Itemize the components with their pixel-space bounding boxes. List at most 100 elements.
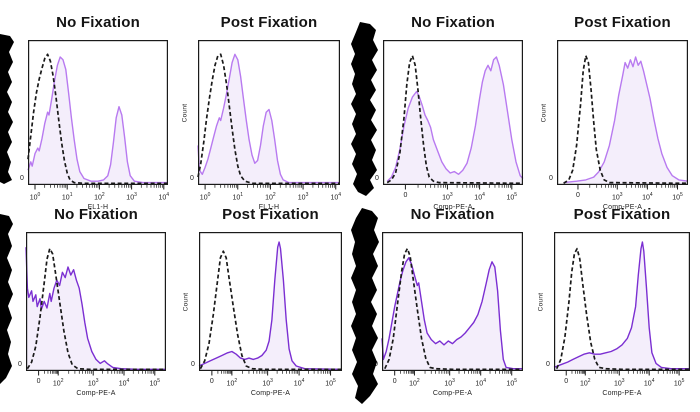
y-zero-tick-label: 0 bbox=[549, 175, 553, 182]
control-histogram-dashed-curve bbox=[199, 250, 342, 371]
x-axis-label: Comp-PE-A bbox=[250, 390, 291, 397]
sample-histogram-fill bbox=[198, 54, 340, 184]
x-axis-tick-label: 103 bbox=[444, 378, 455, 388]
x-axis-tick-label: 100 bbox=[199, 192, 211, 202]
plot-border bbox=[557, 40, 689, 186]
x-axis-tick-label: 104 bbox=[158, 192, 170, 202]
sample-histogram-curve bbox=[197, 53, 340, 184]
sample-histogram-fill bbox=[563, 57, 688, 184]
histogram-plot bbox=[553, 232, 691, 376]
y-axis-label: Count bbox=[540, 103, 548, 122]
sample-histogram-fill bbox=[554, 242, 690, 370]
x-axis-tick-label: 0 bbox=[36, 378, 41, 385]
x-axis-tick-label: 0 bbox=[576, 192, 580, 199]
y-zero-tick-label: 0 bbox=[18, 361, 22, 368]
x-axis-tick-label: 104 bbox=[642, 192, 653, 202]
panel-title: No Fixation bbox=[411, 14, 495, 31]
panel-title: No Fixation bbox=[410, 206, 495, 223]
control-histogram-dashed-curve bbox=[555, 247, 690, 371]
x-axis-tick-label: 102 bbox=[265, 192, 276, 202]
x-axis-label: Comp-PE-A bbox=[432, 390, 473, 397]
x-axis-label: Comp-PE-A bbox=[602, 390, 642, 397]
plot-border bbox=[26, 232, 167, 372]
y-zero-tick-label: 0 bbox=[191, 361, 195, 368]
x-axis-tick-label: 104 bbox=[474, 192, 485, 202]
plot-border bbox=[554, 232, 691, 372]
x-axis-label: Comp-PE-A bbox=[76, 390, 116, 397]
sample-histogram-fill bbox=[26, 247, 166, 370]
x-axis-label: Comp-PE-A bbox=[602, 204, 643, 211]
x-axis-tick-label: 105 bbox=[506, 378, 517, 388]
x-axis-tick-label: 105 bbox=[506, 192, 518, 202]
x-axis-label: FL1-H bbox=[87, 204, 109, 211]
x-axis-tick-label: 0 bbox=[564, 378, 569, 385]
control-histogram-dashed-curve bbox=[26, 247, 166, 371]
y-zero-tick-label: 0 bbox=[190, 175, 194, 182]
sample-histogram-fill bbox=[382, 257, 523, 370]
plot-border bbox=[198, 40, 341, 186]
redaction-mark-top-left bbox=[0, 34, 14, 184]
histogram-plot bbox=[383, 40, 524, 190]
x-axis-tick-label: 104 bbox=[643, 378, 655, 388]
sample-histogram-curve bbox=[381, 257, 523, 370]
plot-border bbox=[383, 40, 524, 186]
sample-histogram-curve bbox=[553, 241, 690, 370]
x-axis-tick-label: 105 bbox=[672, 192, 683, 202]
redaction-mark-bottom-left bbox=[0, 214, 13, 384]
x-axis-tick-label: 103 bbox=[297, 192, 309, 202]
y-zero-tick-label: 0 bbox=[20, 175, 24, 182]
sample-histogram-fill bbox=[199, 242, 342, 370]
sample-histogram-curve bbox=[198, 241, 343, 370]
plot-border bbox=[28, 40, 169, 186]
x-axis-tick-label: 103 bbox=[442, 192, 453, 202]
histogram-plot bbox=[381, 232, 524, 376]
histogram-plot bbox=[198, 232, 343, 376]
x-axis-tick-label: 102 bbox=[409, 378, 420, 388]
sample-histogram-curve bbox=[386, 56, 524, 182]
control-histogram-dashed-curve bbox=[386, 54, 524, 185]
panel-title: Post Fixation bbox=[574, 14, 671, 31]
panel-top-no-fixation-fl1: No Fixation 0 100 101 102 103 104 FL1-H bbox=[20, 14, 169, 211]
control-histogram-dashed-curve bbox=[27, 53, 168, 185]
x-axis-tick-label: 105 bbox=[673, 378, 685, 388]
panel-title: Post Fixation bbox=[573, 206, 671, 223]
x-axis-tick-label: 105 bbox=[325, 378, 336, 388]
panel-title: No Fixation bbox=[56, 14, 140, 31]
x-axis-tick-label: 102 bbox=[52, 378, 64, 388]
sample-histogram-fill bbox=[28, 57, 168, 184]
x-axis-tick-label: 101 bbox=[232, 192, 244, 202]
y-axis-label: Count bbox=[182, 292, 190, 311]
y-zero-tick-label: 0 bbox=[546, 361, 550, 368]
x-axis-tick-label: 104 bbox=[118, 378, 130, 388]
x-axis-tick-label: 104 bbox=[293, 378, 305, 388]
x-axis-tick-label: 102 bbox=[226, 378, 238, 388]
histogram-plot bbox=[27, 40, 169, 190]
panel-bottom-no-fixation-pe: No Fixation 0 0 102 103 104 105 Comp-PE-A bbox=[18, 206, 167, 397]
histogram-plot bbox=[557, 40, 689, 190]
sample-histogram-curve bbox=[25, 247, 166, 370]
redaction-mark-bottom-middle bbox=[351, 208, 379, 404]
x-axis-tick-label: 104 bbox=[330, 192, 342, 202]
x-axis-label: FL1-H bbox=[258, 204, 280, 211]
x-axis-tick-label: 103 bbox=[262, 378, 273, 388]
panel-bottom-post-fixation-pe: Post Fixation Count 0 0 102 103 104 105 Comp-PE-… bbox=[183, 206, 343, 397]
panel-title: Post Fixation bbox=[222, 206, 319, 223]
x-axis-tick-label: 103 bbox=[87, 378, 99, 388]
y-zero-tick-label: 0 bbox=[375, 175, 379, 182]
panel-top-no-fixation-pe: No Fixation 0 0 103 104 105 Comp-PE-A bbox=[375, 14, 524, 211]
x-axis-tick-label: 104 bbox=[475, 378, 486, 388]
panel-top-post-fixation-pe: Post Fixation Count 0 0 103 104 105 Comp-PE-A bbox=[541, 14, 689, 211]
x-axis-tick-label: 100 bbox=[29, 192, 41, 202]
panel-top-post-fixation-fl1: Post Fixation Count 0 100 101 102 103 104 FL1-H bbox=[182, 14, 342, 211]
x-axis-tick-label: 0 bbox=[209, 378, 214, 385]
control-histogram-dashed-curve bbox=[563, 54, 689, 185]
plot-border bbox=[382, 232, 524, 372]
x-axis-tick-label: 102 bbox=[579, 378, 591, 388]
histogram-plot bbox=[25, 232, 167, 376]
x-axis-tick-label: 101 bbox=[61, 192, 73, 202]
x-axis-tick-label: 0 bbox=[403, 192, 408, 199]
plot-border bbox=[199, 232, 343, 372]
sample-histogram-curve bbox=[27, 56, 168, 184]
